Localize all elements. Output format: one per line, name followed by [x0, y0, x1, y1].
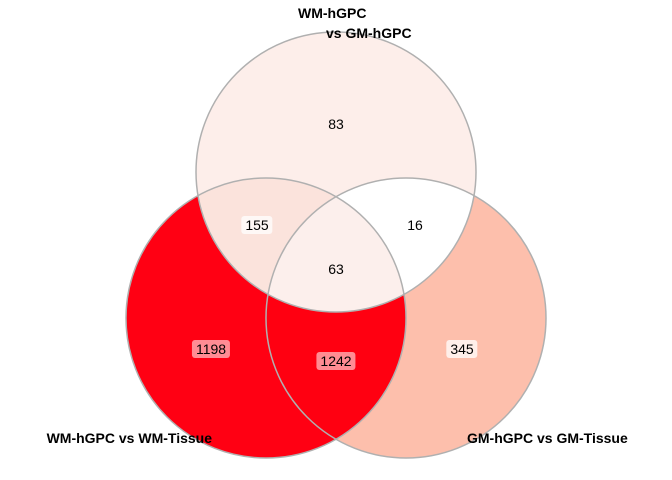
count-abc: 63	[328, 261, 344, 277]
count-bc: 1242	[316, 352, 356, 370]
set-a-outline	[195, 31, 477, 313]
count-ab: 155	[241, 216, 273, 234]
count-a-only: 83	[328, 116, 344, 132]
set-b-label: WM-hGPC vs WM-Tissue	[46, 430, 212, 446]
set-b-label-clip: WM-hGPC vs WM-Tissue	[0, 424, 212, 448]
set-c-outline	[265, 177, 547, 459]
set-c-label: GM-hGPC vs GM-Tissue	[467, 430, 628, 446]
region-abc	[266, 178, 406, 312]
set-a-label-line1: WM-hGPC	[298, 5, 367, 21]
count-b-only: 1198	[191, 340, 231, 358]
count-ac: 16	[407, 217, 423, 233]
set-b-outline	[125, 177, 407, 459]
count-c-only: 345	[446, 340, 478, 358]
set-c-label-clip: GM-hGPC vs GM-Tissue	[460, 424, 672, 448]
set-a-label-line2: vs GM-hGPC	[326, 25, 412, 41]
